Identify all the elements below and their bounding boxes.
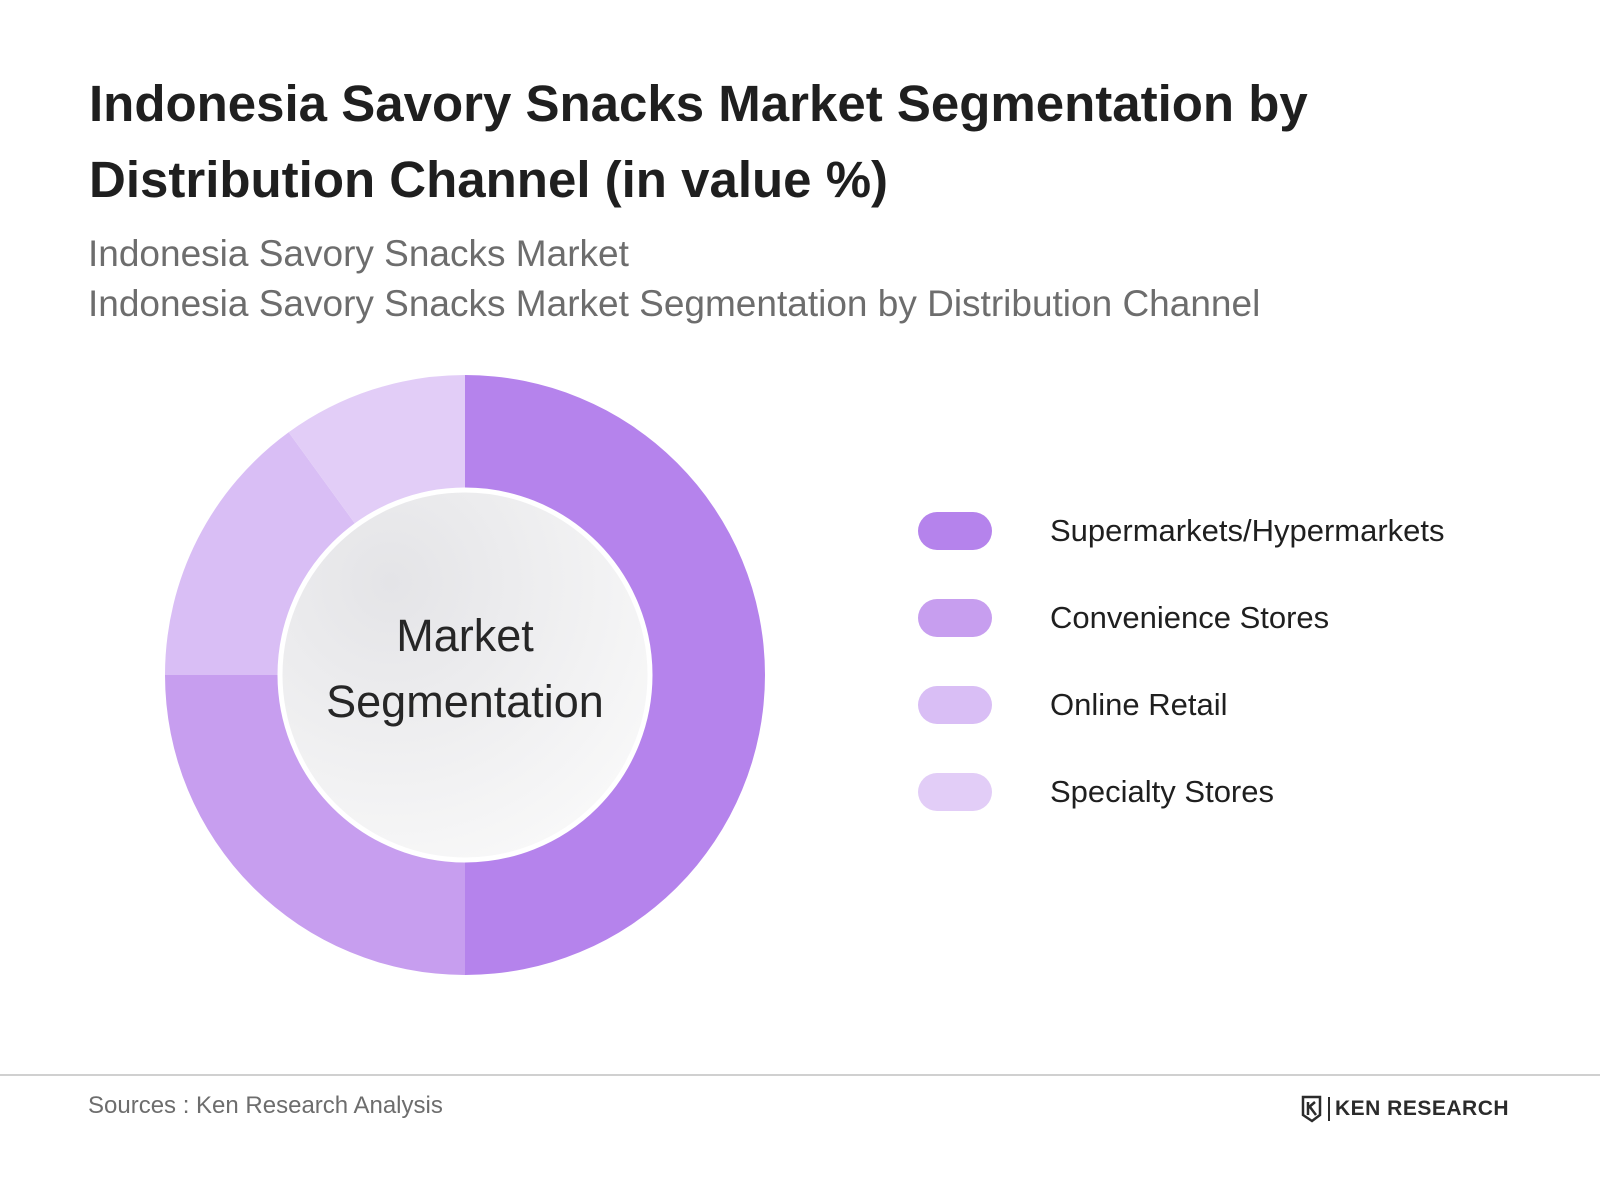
legend-label-convenience: Convenience Stores xyxy=(1050,600,1330,635)
legend-swatch-convenience xyxy=(918,599,992,637)
donut-slice-online-retail xyxy=(165,432,360,675)
center-label-line1: Market xyxy=(396,610,534,661)
donut-slice-specialty-stores xyxy=(288,375,465,530)
legend-item-specialty: Specialty Stores xyxy=(918,773,1518,811)
legend-swatch-specialty xyxy=(918,773,992,811)
ken-research-logo-icon xyxy=(1301,1095,1322,1123)
subtitle-market: Indonesia Savory Snacks Market xyxy=(88,233,629,274)
chart-title: Indonesia Savory Snacks Market Segmentat… xyxy=(89,75,1308,208)
legend-item-supermarkets: Supermarkets/Hypermarkets xyxy=(918,512,1518,550)
legend-label-online: Online Retail xyxy=(1050,687,1228,722)
donut-center xyxy=(277,487,653,863)
brand-separator xyxy=(1328,1097,1330,1121)
legend-swatch-supermarkets xyxy=(918,512,992,550)
brand-name: KEN RESEARCH xyxy=(1335,1097,1510,1120)
center-label: Market Segmentation xyxy=(281,485,649,853)
donut-chart xyxy=(165,375,765,975)
legend-swatch-online xyxy=(918,686,992,724)
center-label-line2: Segmentation xyxy=(326,676,604,727)
legend-item-convenience: Convenience Stores xyxy=(918,599,1518,637)
source-note: Sources : Ken Research Analysis xyxy=(88,1092,443,1119)
footer-divider xyxy=(0,1074,1600,1076)
legend-item-online: Online Retail xyxy=(918,686,1518,724)
donut-slice-convenience-stores xyxy=(165,675,465,975)
subtitle-segmentation: Indonesia Savory Snacks Market Segmentat… xyxy=(88,283,1261,324)
brand-logo: KEN RESEARCH xyxy=(1300,1094,1509,1124)
legend-label-supermarkets: Supermarkets/Hypermarkets xyxy=(1050,513,1445,548)
legend-label-specialty: Specialty Stores xyxy=(1050,774,1274,809)
donut-slice-supermarkets-hypermarkets xyxy=(465,375,765,975)
